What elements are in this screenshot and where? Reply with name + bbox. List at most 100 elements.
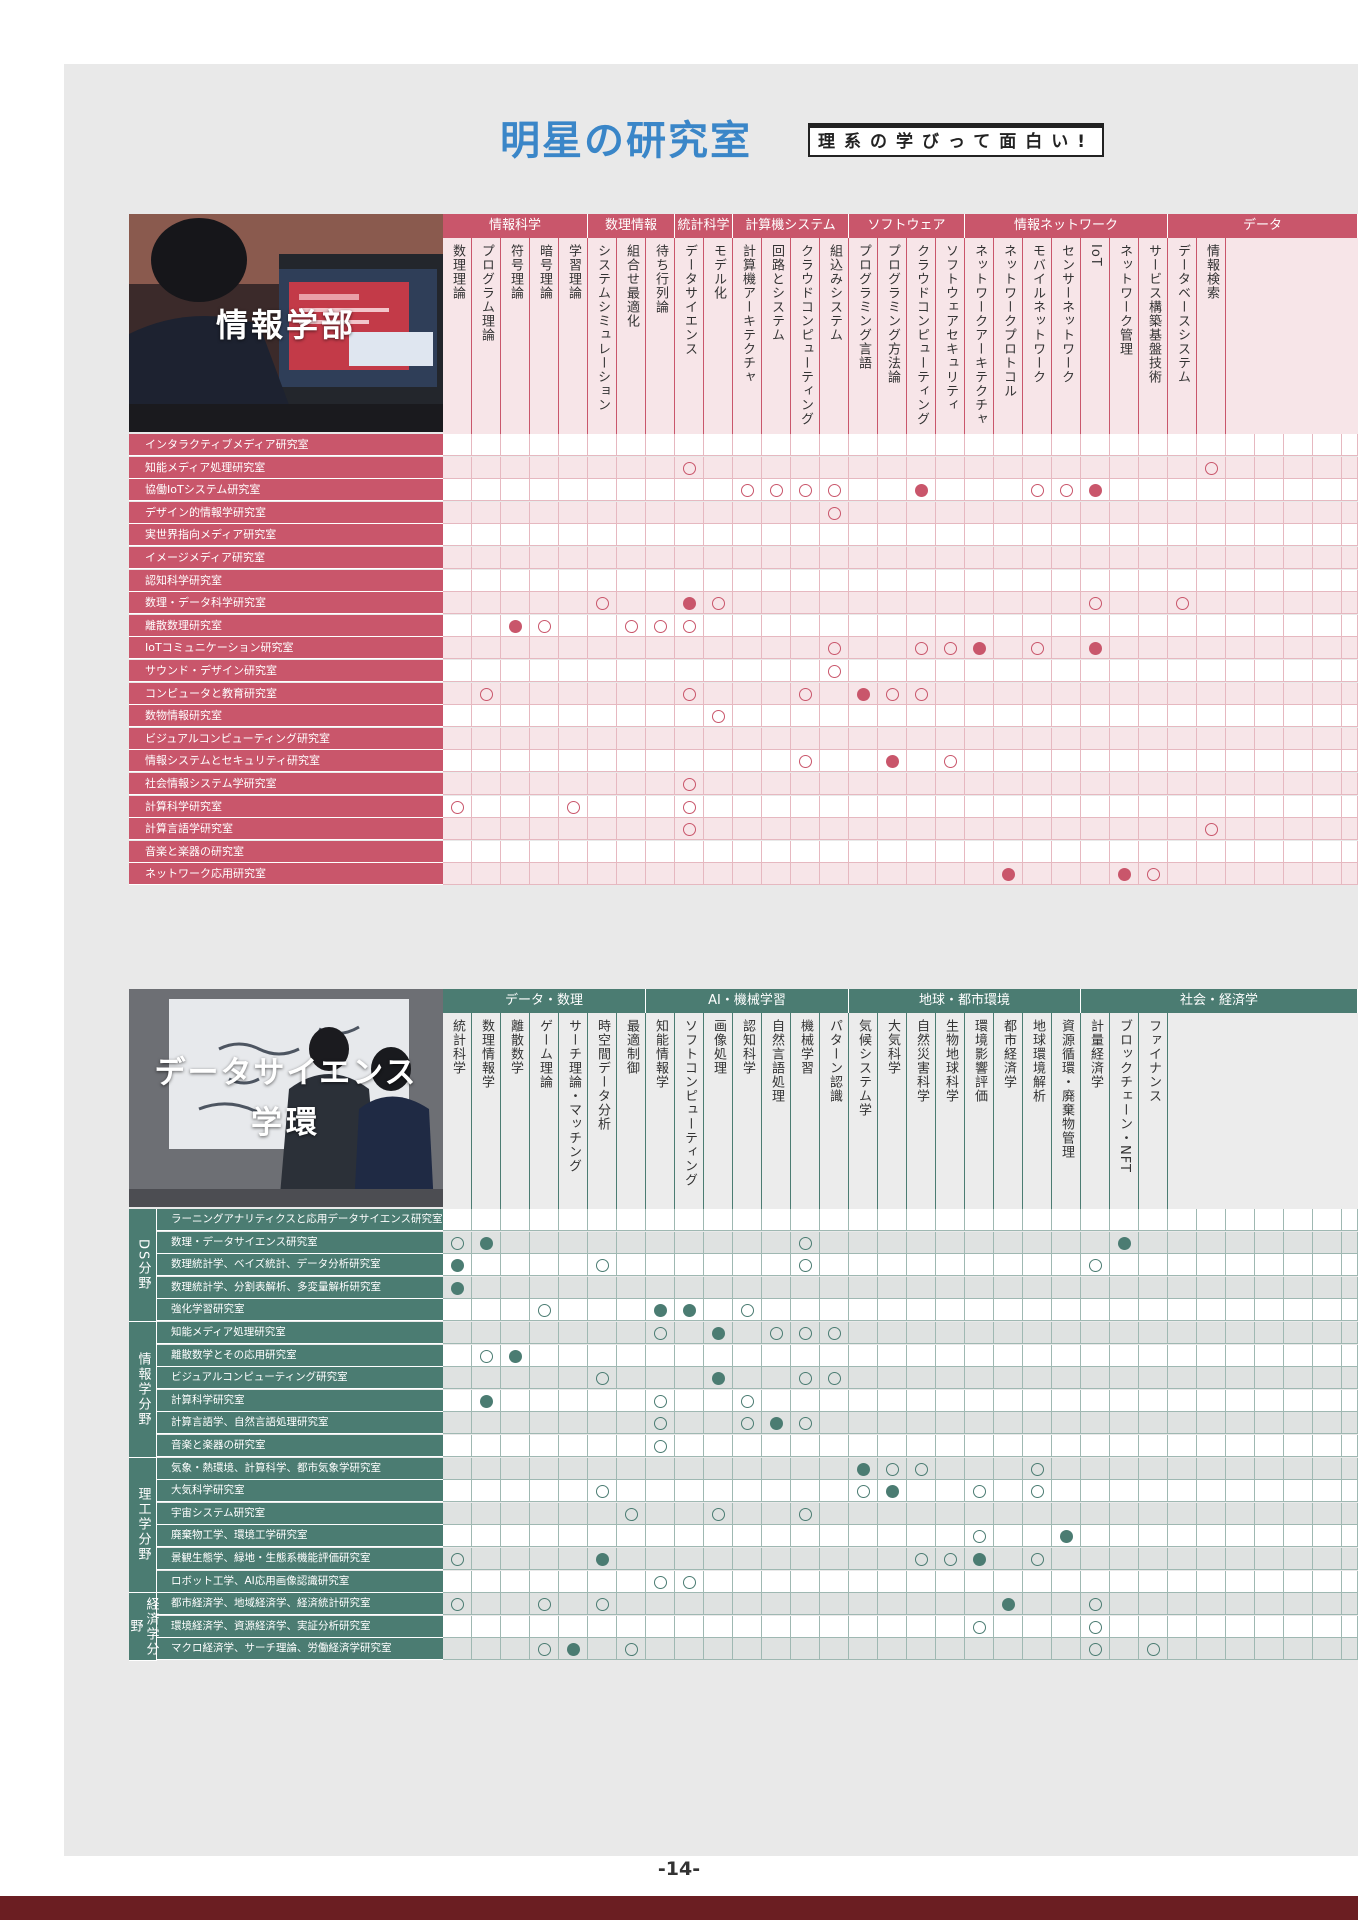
open-circle-marker [770,484,783,498]
ds-matrix-cell [501,1638,530,1661]
ds-matrix-cell [1023,1435,1052,1457]
info-matrix-cell [1313,434,1342,456]
info-matrix-cell [1081,750,1110,773]
open-circle-marker [1089,1259,1102,1273]
info-matrix-cell [588,501,617,524]
info-matrix-cell [1168,456,1197,479]
ds-matrix-cell [472,1299,501,1322]
info-matrix-cell [965,434,994,456]
ds-matrix-cell [994,1570,1023,1593]
ds-column-header: 数理情報学 [472,1013,501,1209]
ds-column-label: 数理情報学 [479,1019,494,1089]
open-circle-marker [596,597,609,611]
info-matrix-cell [1313,456,1342,479]
info-lab-name: 数理・データ科学研究室 [129,592,443,615]
info-header-filler [1226,238,1358,434]
ds-matrix-cell [704,1412,733,1435]
ds-matrix-cell [1110,1615,1139,1638]
info-matrix-cell [1284,434,1313,456]
info-matrix-cell [1168,637,1197,660]
ds-matrix-cell [1110,1435,1139,1457]
ds-matrix-cell [1226,1231,1255,1254]
ds-matrix-cell [1023,1299,1052,1322]
info-matrix-cell [1197,773,1226,795]
info-matrix-cell [1081,479,1110,502]
ds-matrix-cell [733,1525,762,1548]
ds-matrix-cell [1255,1389,1284,1412]
info-matrix-cell [472,479,501,502]
info-matrix-cell [675,660,704,682]
info-matrix-cell [1110,682,1139,705]
info-matrix-cell [1255,750,1284,773]
info-matrix-cell [704,750,733,773]
ds-lab-row: ビジュアルコンピューティング研究室 [129,1367,1358,1390]
info-matrix-cell [1081,705,1110,728]
ds-column-header: 時空間データ分析 [588,1013,617,1209]
ds-lab-row: 環境経済学、資源経済学、実証分析研究室 [129,1615,1358,1639]
ds-matrix-cell [1197,1548,1226,1570]
ds-matrix-cell [733,1435,762,1457]
ds-matrix-cell [1023,1412,1052,1435]
info-matrix-cell [1197,660,1226,682]
open-circle-marker [944,755,957,769]
ds-matrix-cell [704,1570,733,1593]
ds-matrix-cell [820,1231,849,1254]
open-circle-marker [451,1553,464,1566]
info-matrix-cell [617,660,646,682]
ds-matrix-cell [936,1593,965,1616]
ds-faculty-title-line1: データサイエンス [154,1055,418,1091]
info-matrix-cell [878,614,907,637]
info-matrix-cell [994,614,1023,637]
info-matrix-cell [559,727,588,750]
ds-matrix-cell [791,1502,820,1525]
filled-dot-marker [973,642,986,656]
info-matrix-cell [1023,750,1052,773]
ds-matrix-cell [501,1299,530,1322]
ds-matrix-cell [617,1502,646,1525]
info-matrix-cell [617,840,646,863]
filled-dot-marker [654,1304,667,1318]
ds-matrix-cell [1313,1435,1342,1457]
ds-matrix-cell [994,1389,1023,1412]
ds-column-header: 統計科学 [443,1013,472,1209]
ds-section-label: 経済学分野 [128,1593,159,1661]
open-circle-marker [915,1553,928,1566]
info-matrix-cell [965,501,994,524]
info-matrix-cell [1255,479,1284,502]
ds-matrix-cell [530,1548,559,1570]
info-matrix-cell [994,795,1023,818]
ds-matrix-cell [1110,1570,1139,1593]
info-matrix-cell [994,524,1023,547]
ds-matrix-cell [1342,1502,1358,1525]
info-matrix-cell [530,660,559,682]
info-matrix-cell [1284,637,1313,660]
ds-matrix-cell [907,1299,936,1322]
info-group-header: 計算機システム [733,214,849,238]
info-matrix-cell [675,524,704,547]
info-matrix-cell [1313,547,1342,569]
ds-matrix-cell [965,1344,994,1367]
info-lab-row: 社会情報システム学研究室 [129,773,1358,796]
ds-matrix-cell [559,1502,588,1525]
info-column-label: 組込みシステム [827,244,842,342]
ds-matrix-cell [1313,1480,1342,1503]
info-column-header: クラウドコンピューティング [907,238,936,434]
info-matrix-cell [501,750,530,773]
info-matrix-cell [1342,592,1358,615]
info-matrix-cell [936,456,965,479]
ds-matrix-cell [472,1254,501,1277]
ds-matrix-cell [1313,1570,1342,1593]
ds-column-label: ファイナンス [1146,1019,1161,1103]
ds-lab-row: 音楽と楽器の研究室 [129,1435,1358,1458]
ds-column-label: 気候システム学 [856,1019,871,1117]
info-matrix-cell [994,682,1023,705]
ds-section-label: 情報学分野 [129,1322,157,1458]
open-circle-marker [654,1394,667,1408]
ds-matrix-cell [588,1231,617,1254]
info-matrix-cell [762,660,791,682]
open-circle-marker [1031,1462,1044,1476]
ds-lab-name: 環境経済学、資源経済学、実証分析研究室 [157,1615,443,1638]
ds-matrix-cell [472,1344,501,1367]
info-matrix-cell [646,840,675,863]
info-matrix-cell [936,637,965,660]
